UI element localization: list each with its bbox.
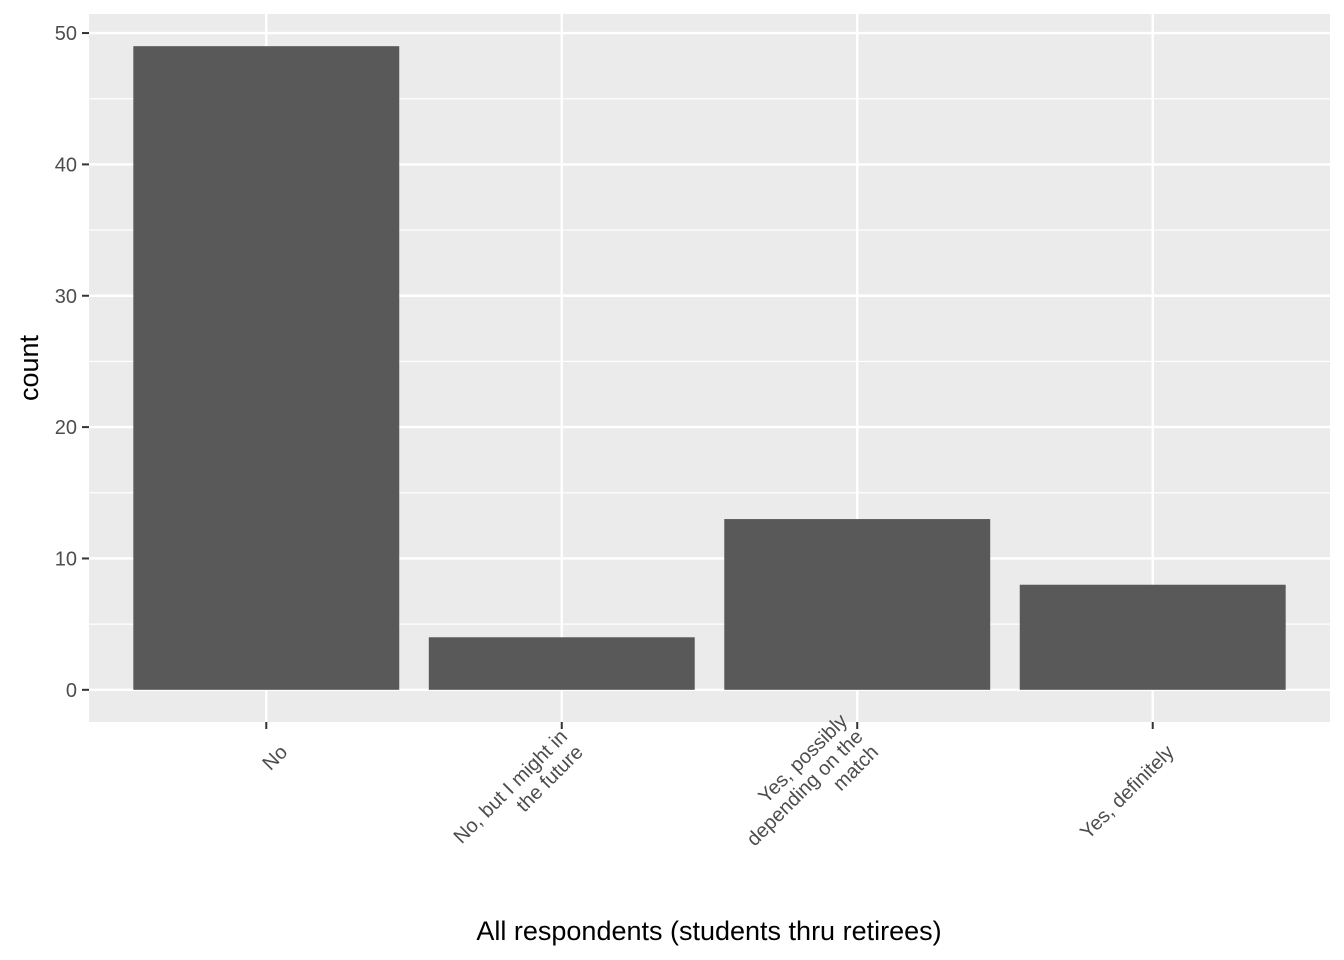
- x-tick-label-line: Yes, definitely: [1076, 741, 1178, 843]
- bars: [133, 46, 1286, 690]
- x-axis: No No, but I might inthe future Yes, possi…: [258, 710, 1178, 866]
- bar: [1019, 584, 1286, 690]
- y-axis-title: count: [14, 334, 44, 401]
- x-tick-label: No: [258, 741, 292, 775]
- x-axis-title: All respondents (students thru retirees): [476, 916, 941, 946]
- x-tick-label: Yes, definitely: [1076, 741, 1178, 843]
- y-tick-label: 50: [55, 23, 77, 45]
- y-tick-label: 0: [66, 680, 77, 702]
- y-tick-label: 10: [55, 548, 77, 570]
- bar: [133, 46, 400, 690]
- y-axis: 0 10 20 30 40 50: [55, 23, 89, 702]
- y-tick-label: 40: [55, 154, 77, 176]
- y-tick-label: 30: [55, 286, 77, 308]
- y-tick-label: 20: [55, 417, 77, 439]
- x-tick-label-line: No: [258, 741, 292, 775]
- bar: [428, 637, 695, 690]
- x-tick-label: No, but I might inthe future: [450, 726, 588, 864]
- bar: [724, 519, 991, 690]
- x-tick-label: Yes, possiblydepending on thematch: [727, 710, 883, 866]
